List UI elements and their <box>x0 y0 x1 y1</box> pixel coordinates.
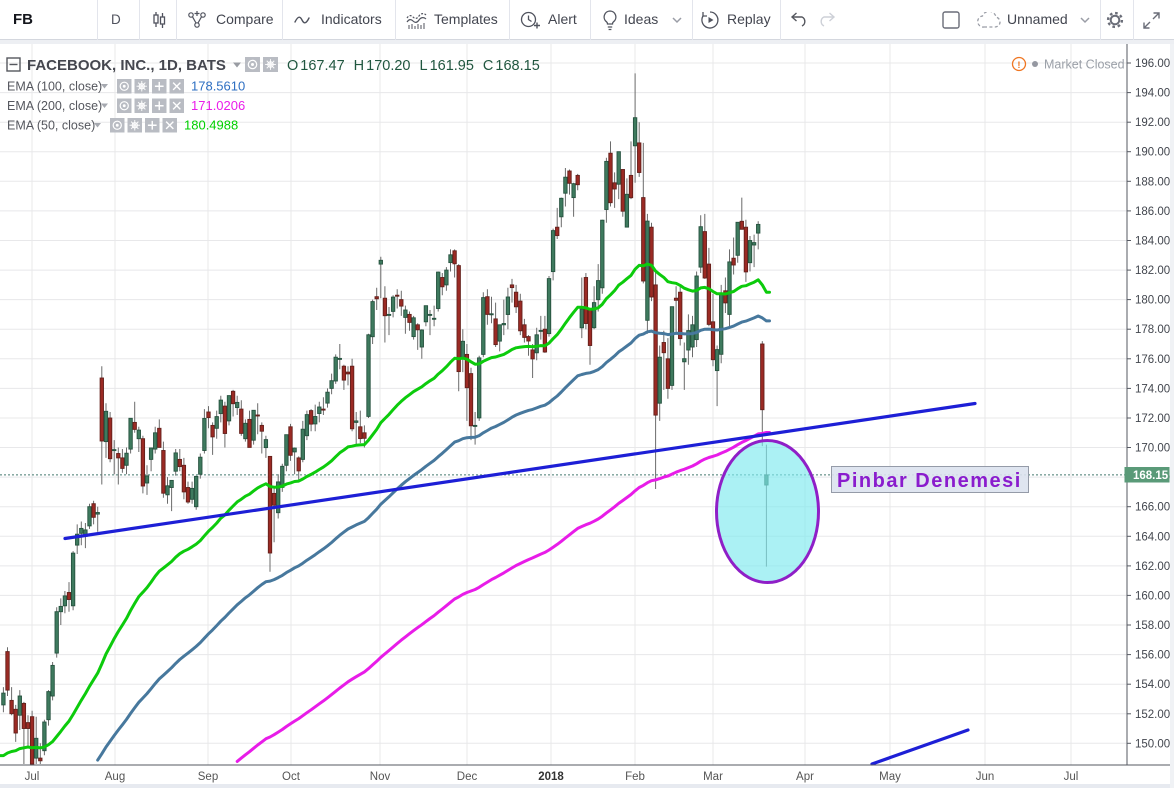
svg-text:158.00: 158.00 <box>1135 620 1170 632</box>
svg-text:168.15: 168.15 <box>1133 470 1169 482</box>
svg-text:154.00: 154.00 <box>1135 679 1170 691</box>
svg-text:180.4988: 180.4988 <box>184 118 238 133</box>
svg-text:EMA (100, close): EMA (100, close) <box>7 80 102 94</box>
svg-text:Jul: Jul <box>25 771 40 783</box>
svg-text:194.00: 194.00 <box>1135 88 1170 100</box>
svg-text:156.00: 156.00 <box>1135 650 1170 662</box>
svg-text:Jun: Jun <box>976 771 995 783</box>
svg-text:188.00: 188.00 <box>1135 176 1170 188</box>
svg-text:164.00: 164.00 <box>1135 531 1170 543</box>
svg-text:166.00: 166.00 <box>1135 502 1170 514</box>
svg-text:Oct: Oct <box>282 771 301 783</box>
svg-text:170.00: 170.00 <box>1135 443 1170 455</box>
svg-text:186.00: 186.00 <box>1135 206 1170 218</box>
svg-text:176.00: 176.00 <box>1135 354 1170 366</box>
svg-text:Mar: Mar <box>703 771 723 783</box>
svg-text:Feb: Feb <box>625 771 645 783</box>
svg-text:192.00: 192.00 <box>1135 117 1170 129</box>
svg-text:Pinbar Denemesi: Pinbar Denemesi <box>837 470 1022 492</box>
svg-text:Nov: Nov <box>370 771 391 783</box>
svg-text:178.5610: 178.5610 <box>191 79 245 94</box>
svg-text:152.00: 152.00 <box>1135 709 1170 721</box>
svg-text:2018: 2018 <box>538 771 564 783</box>
svg-text:178.00: 178.00 <box>1135 324 1170 336</box>
svg-text:Dec: Dec <box>457 771 478 783</box>
svg-text:EMA (200, close): EMA (200, close) <box>7 99 102 113</box>
svg-text:!: ! <box>1017 60 1020 71</box>
svg-text:EMA (50, close): EMA (50, close) <box>7 119 95 133</box>
svg-text:FACEBOOK, INC., 1D, BATS: FACEBOOK, INC., 1D, BATS <box>27 57 226 74</box>
svg-text:184.00: 184.00 <box>1135 236 1170 248</box>
svg-text:171.0206: 171.0206 <box>191 98 245 113</box>
svg-text:196.00: 196.00 <box>1135 58 1170 70</box>
svg-text:160.00: 160.00 <box>1135 590 1170 602</box>
svg-text:150.00: 150.00 <box>1135 738 1170 750</box>
svg-text:190.00: 190.00 <box>1135 147 1170 159</box>
svg-text:May: May <box>879 771 901 783</box>
svg-text:172.00: 172.00 <box>1135 413 1170 425</box>
svg-text:Sep: Sep <box>198 771 218 783</box>
svg-text:180.00: 180.00 <box>1135 295 1170 307</box>
svg-text:Aug: Aug <box>105 771 125 783</box>
svg-text:Market Closed: Market Closed <box>1044 58 1125 72</box>
svg-text:174.00: 174.00 <box>1135 383 1170 395</box>
svg-text:Apr: Apr <box>796 771 814 783</box>
svg-text:162.00: 162.00 <box>1135 561 1170 573</box>
svg-text:182.00: 182.00 <box>1135 265 1170 277</box>
svg-text:Jul: Jul <box>1064 771 1079 783</box>
